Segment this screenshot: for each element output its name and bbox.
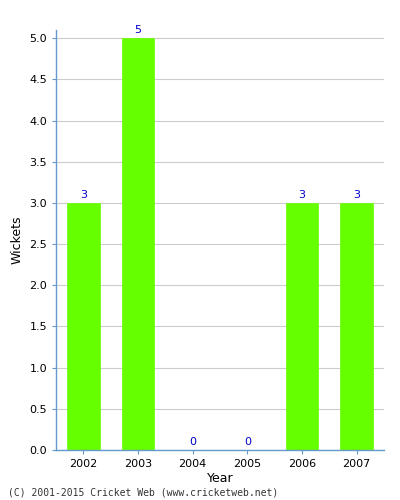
Y-axis label: Wickets: Wickets (11, 216, 24, 264)
Text: 3: 3 (80, 190, 87, 200)
Text: 3: 3 (298, 190, 306, 200)
Text: 5: 5 (134, 25, 142, 35)
Text: 3: 3 (353, 190, 360, 200)
Bar (340, 203, 373, 450)
Bar (286, 203, 318, 450)
Text: (C) 2001-2015 Cricket Web (www.cricketweb.net): (C) 2001-2015 Cricket Web (www.cricketwe… (8, 488, 278, 498)
X-axis label: Year: Year (207, 472, 233, 485)
Text: 0: 0 (189, 436, 196, 446)
Bar (122, 38, 154, 450)
Text: 0: 0 (244, 436, 251, 446)
Bar (67, 203, 100, 450)
